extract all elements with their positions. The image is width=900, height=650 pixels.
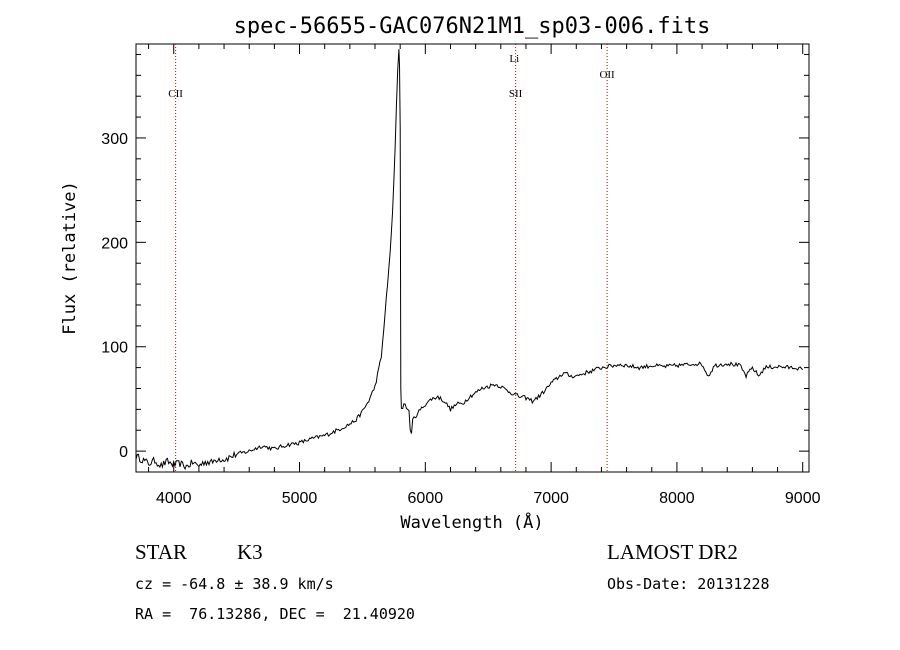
spectral-line-label: OII — [599, 69, 615, 81]
spectral-line-label: CII — [168, 88, 183, 100]
y-tick-label: 200 — [101, 235, 128, 252]
x-tick-labels: 4000 5000 6000 7000 8000 9000 — [156, 490, 821, 507]
spectral-line-label: SII — [509, 88, 523, 100]
plot-frame — [135, 43, 810, 473]
y-tick-label: 300 — [101, 131, 128, 148]
x-axis-label: Wavelength (Å) — [400, 511, 543, 533]
observation-date: Obs-Date: 20131228 — [607, 575, 770, 593]
y-tick-label: 0 — [119, 444, 128, 461]
y-axis-label: Flux (relative) — [60, 181, 80, 335]
axis-ticks — [136, 44, 809, 473]
spectrum-line — [135, 49, 804, 471]
chart-title: spec-56655-GAC076N21M1_sp03-006.fits — [234, 14, 711, 39]
x-tick-label: 8000 — [659, 490, 695, 507]
x-tick-label: 9000 — [785, 490, 821, 507]
spectral-line-label: Li — [509, 53, 519, 65]
x-tick-label: 5000 — [282, 490, 318, 507]
ra-dec: RA = 76.13286, DEC = 21.40920 — [135, 605, 415, 623]
y-tick-label: 100 — [101, 340, 128, 357]
survey-name: LAMOST DR2 — [607, 540, 738, 564]
object-subclass: K3 — [237, 540, 263, 564]
x-tick-label: 4000 — [156, 490, 192, 507]
x-tick-label: 6000 — [408, 490, 444, 507]
y-tick-labels: 0 100 200 300 — [101, 131, 128, 461]
redshift-velocity: cz = -64.8 ± 38.9 km/s — [135, 575, 334, 593]
spectral-line-markers: CII Li SII OII — [168, 44, 615, 472]
x-tick-label: 7000 — [533, 490, 569, 507]
object-class: STAR — [135, 540, 187, 564]
